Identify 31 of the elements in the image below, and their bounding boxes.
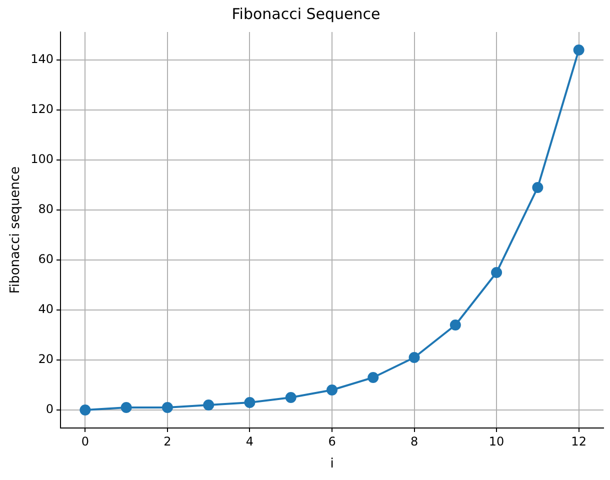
point [450, 320, 461, 330]
point [491, 267, 502, 278]
point [80, 404, 91, 416]
x-tick-label: 2 [164, 434, 172, 448]
x-tick-label: 10 [488, 434, 504, 448]
x-tick-label: 6 [328, 434, 336, 448]
y-tick-label: 60 [38, 252, 54, 266]
y-tick-label: 100 [30, 152, 54, 166]
y-tick-label: 40 [38, 302, 54, 316]
point [244, 397, 256, 408]
x-tick-label: 12 [571, 434, 586, 448]
x-tick-label: 0 [81, 434, 90, 448]
point [408, 352, 420, 363]
point [532, 182, 544, 193]
y-axis-title: Fibonacci sequence [8, 166, 24, 294]
point [285, 392, 296, 403]
y-tick-label: 0 [46, 402, 54, 416]
point [162, 402, 173, 413]
y-tick-label: 80 [38, 202, 54, 216]
point [120, 402, 132, 413]
point [368, 372, 379, 383]
chart-title: Fibonacci Sequence [232, 4, 380, 23]
point [326, 384, 338, 396]
x-tick-label: 4 [246, 434, 254, 448]
point [203, 400, 214, 410]
x-axis-title: i [330, 456, 334, 472]
y-tick-label: 20 [38, 352, 54, 366]
y-tick-label: 120 [30, 102, 54, 116]
y-tick-label: 140 [30, 52, 54, 66]
point [573, 44, 584, 56]
x-tick-label: 8 [410, 434, 418, 448]
